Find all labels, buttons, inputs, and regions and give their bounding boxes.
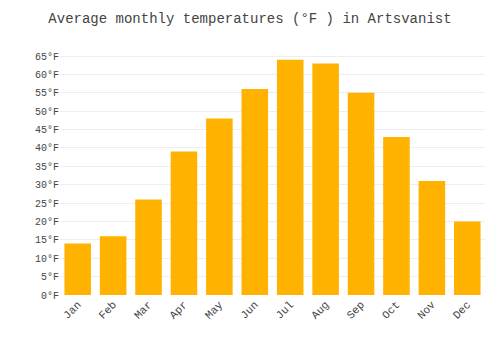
svg-text:10°F: 10°F [35, 254, 59, 265]
svg-text:Sep: Sep [345, 299, 367, 321]
svg-text:45°F: 45°F [35, 125, 59, 136]
svg-text:60°F: 60°F [35, 70, 59, 81]
svg-text:Apr: Apr [167, 299, 189, 321]
svg-text:Jul: Jul [274, 299, 296, 321]
svg-text:65°F: 65°F [35, 52, 59, 63]
svg-text:35°F: 35°F [35, 162, 59, 173]
svg-text:Jun: Jun [238, 299, 260, 321]
svg-text:Feb: Feb [97, 299, 119, 321]
svg-text:40°F: 40°F [35, 143, 59, 154]
svg-text:Dec: Dec [451, 299, 473, 321]
svg-text:Oct: Oct [380, 299, 402, 321]
svg-text:50°F: 50°F [35, 107, 59, 118]
svg-text:20°F: 20°F [35, 217, 59, 228]
svg-text:55°F: 55°F [35, 88, 59, 99]
svg-text:15°F: 15°F [35, 235, 59, 246]
svg-text:May: May [203, 299, 226, 322]
svg-text:Average monthly temperatures (: Average monthly temperatures (°F ) in Ar… [48, 11, 451, 27]
svg-text:5°F: 5°F [41, 272, 59, 283]
svg-text:Aug: Aug [309, 299, 331, 321]
svg-text:Nov: Nov [415, 299, 438, 322]
svg-text:Mar: Mar [132, 299, 154, 321]
svg-text:Jan: Jan [61, 299, 83, 321]
svg-text:25°F: 25°F [35, 199, 59, 210]
svg-text:0°F: 0°F [41, 291, 59, 302]
svg-text:30°F: 30°F [35, 180, 59, 191]
